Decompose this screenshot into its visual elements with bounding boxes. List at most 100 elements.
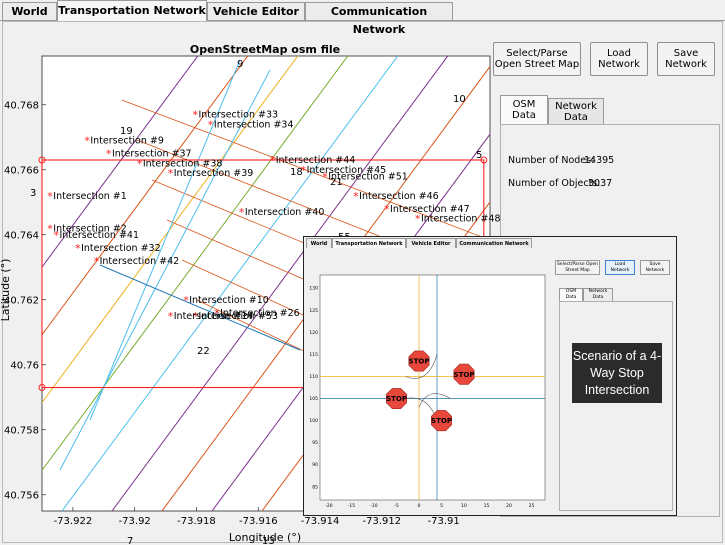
intersection-marker[interactable]: *	[94, 255, 100, 268]
intersection-label: Intersection #41	[59, 230, 139, 241]
intersection-marker[interactable]: *	[183, 294, 189, 307]
load-network-button[interactable]: Load Network	[590, 42, 648, 76]
tab-vehicle-editor[interactable]: Vehicle Editor	[207, 2, 305, 20]
inset-y-tick-label: 110	[309, 374, 318, 380]
inset-tab-vehicle: Vehicle Editor	[406, 238, 456, 248]
inset-road-lines	[320, 275, 545, 500]
road-line	[89, 59, 241, 421]
road-line	[42, 56, 199, 268]
inset-x-tick-label: -15	[348, 503, 355, 509]
bounds-handle[interactable]	[38, 384, 46, 391]
select-parse-osm-button[interactable]: Select/Parse Open Street Map	[493, 42, 581, 76]
intersection-marker[interactable]: *	[192, 310, 198, 323]
y-axis-label: Latitude (°)	[0, 259, 12, 322]
objects-label: Number of Objects:	[508, 178, 601, 189]
road-number: 19	[120, 126, 133, 137]
inset-load-network-button: Load Network	[605, 260, 635, 275]
inset-y-tick-label: 130	[309, 286, 318, 292]
intersection-markers: * Intersection #1* Intersection #2* Interse…	[47, 109, 500, 324]
stop-sign-icon	[453, 363, 475, 385]
stop-sign-icon	[408, 350, 430, 372]
intersection-marker[interactable]: *	[75, 242, 81, 255]
road-line	[59, 69, 271, 471]
x-tick-label: -73.914	[301, 516, 340, 527]
intersection-label: Intersection #40	[245, 207, 325, 218]
intersection-marker[interactable]: *	[301, 164, 307, 177]
subtab-osm-data[interactable]: OSM Data	[500, 95, 548, 124]
y-tick-label: 40.758	[4, 425, 39, 436]
y-tick-label: 40.756	[4, 490, 39, 501]
x-tick-label: -73.91	[428, 516, 460, 527]
road-line	[42, 56, 349, 472]
inset-y-tick-label: 95	[312, 440, 318, 446]
inset-x-tick-label: -10	[370, 503, 377, 509]
save-network-button[interactable]: Save Network	[657, 42, 715, 76]
inset-y-tick-label: 90	[312, 462, 318, 468]
inset-subtab-osm: OSM Data	[559, 288, 583, 302]
road-line	[99, 264, 301, 351]
inset-x-tick-label: 15	[484, 503, 490, 509]
inset-select-parse-button: Select/Parse Open Street Map	[555, 260, 600, 275]
intersection-label: Intersection #45	[307, 165, 387, 176]
inset-subtab-network: Network Data	[583, 288, 613, 302]
inset-y-ticks: 130 125 120 115 110 105 100 95 90 85	[309, 286, 318, 491]
intersection-marker[interactable]: *	[214, 307, 220, 320]
intersection-label: Intersection #10	[189, 295, 269, 306]
road-line	[61, 56, 399, 511]
intersection-label: Intersection #34	[214, 119, 294, 130]
road-line	[42, 56, 249, 336]
y-tick-label: 40.762	[4, 295, 39, 306]
intersection-marker[interactable]: *	[84, 135, 90, 148]
intersection-marker[interactable]: *	[384, 203, 390, 216]
intersection-marker[interactable]: *	[192, 109, 198, 122]
intersection-label: Intersection #51	[328, 171, 408, 182]
intersection-marker[interactable]: *	[53, 229, 59, 242]
intersection-label: Intersection #26	[220, 308, 300, 319]
nodes-label: Number of Nodes:	[508, 155, 595, 166]
intersection-marker[interactable]: *	[106, 148, 112, 161]
intersection-label: Intersection #53	[198, 311, 278, 322]
inset-x-tick-label: 20	[506, 503, 512, 509]
intersection-marker[interactable]: *	[353, 190, 359, 203]
intersection-marker[interactable]: *	[168, 310, 174, 323]
tab-communication-network[interactable]: Communication Network	[305, 2, 453, 36]
road-number: 5	[476, 150, 482, 161]
road-line	[111, 56, 449, 511]
intersection-label: Intersection #48	[421, 214, 500, 225]
inset-x-tick-label: -20	[325, 503, 332, 509]
intersection-marker[interactable]: *	[239, 206, 245, 219]
bounds-handle[interactable]	[38, 156, 46, 164]
tab-world[interactable]: World	[2, 2, 57, 20]
road-number: 18	[290, 167, 303, 178]
road-number: 3	[30, 188, 36, 199]
x-axis-label: Longitude (°)	[229, 531, 301, 544]
subtab-network-data[interactable]: Network Data	[548, 98, 604, 124]
intersection-marker[interactable]: *	[208, 118, 214, 131]
bounds-handle[interactable]	[480, 156, 488, 164]
objects-value: 3037	[588, 178, 613, 189]
tab-bar-divider	[207, 20, 725, 21]
y-tick-labels: 40.768 40.766 40.764 40.762 40.76 40.758 40.75…	[4, 100, 46, 501]
inset-x-tick-label: 25	[529, 503, 535, 509]
intersection-marker[interactable]: *	[47, 222, 53, 235]
intersection-label: Intersection #38	[143, 158, 223, 169]
intersection-marker[interactable]: *	[137, 157, 143, 170]
x-tick-label: -73.922	[54, 516, 93, 527]
inset-x-tick-label: 5	[440, 503, 443, 509]
x-tick-label: -73.916	[239, 516, 278, 527]
intersection-marker[interactable]: *	[270, 154, 276, 167]
stop-sign-label: STOP	[386, 395, 407, 403]
intersection-marker[interactable]: *	[168, 167, 174, 180]
intersection-label: Intersection #37	[112, 149, 192, 160]
inset-side-panel	[559, 301, 673, 511]
intersection-marker[interactable]: *	[322, 170, 328, 183]
intersection-label: Intersection #1	[53, 191, 127, 202]
intersection-marker[interactable]: *	[415, 213, 421, 226]
y-tick-label: 40.76	[10, 360, 39, 371]
stop-intersection-inset: World Transportation Network Vehicle Edi…	[303, 236, 677, 516]
inset-turn-path	[418, 393, 451, 408]
intersection-label: Intersection #9	[90, 136, 164, 147]
intersection-marker[interactable]: *	[47, 190, 53, 203]
tab-transportation-network[interactable]: Transportation Network	[57, 0, 207, 21]
inset-x-tick-label: 10	[461, 503, 467, 509]
